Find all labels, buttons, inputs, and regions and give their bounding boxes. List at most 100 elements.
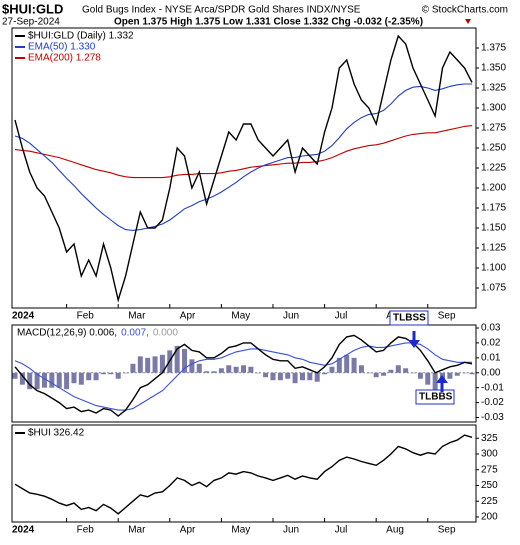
y-tick-label: 225 — [481, 496, 498, 507]
histogram-bar — [34, 372, 40, 390]
histogram-bar — [432, 372, 438, 391]
histogram-bar — [115, 372, 121, 379]
y-tick-label: 0.02 — [481, 338, 501, 349]
x-tick-label: Feb — [77, 311, 95, 322]
histogram-bar — [285, 372, 291, 379]
legend-entry: MACD(12,26,9) 0.006, — [17, 328, 117, 339]
series-line — [14, 125, 473, 179]
chart-title: $HUI:GLD — [2, 1, 63, 16]
histogram-bar — [49, 372, 55, 388]
histogram-bar — [137, 356, 143, 373]
x-tick-label: Apr — [180, 525, 196, 536]
down-arrow — [465, 19, 471, 24]
histogram-bar — [233, 366, 239, 373]
histogram-bar — [64, 372, 70, 390]
histogram-bar — [174, 345, 180, 373]
histogram-bar — [462, 372, 468, 374]
y-tick-label: 200 — [481, 512, 498, 523]
histogram-bar — [263, 372, 269, 378]
panel-frame — [11, 424, 477, 523]
histogram-bar — [41, 372, 47, 388]
legend-entry: EMA(50) 1.330 — [28, 42, 96, 53]
y-tick-label: 0.01 — [481, 352, 501, 363]
legend-box — [13, 428, 141, 439]
histogram-bar — [204, 371, 210, 373]
histogram-bar — [86, 372, 92, 381]
histogram-bar — [159, 354, 165, 373]
legend-box — [13, 42, 141, 53]
legend-entry: $HUI:GLD (Daily) 1.332 — [28, 31, 134, 42]
histogram-bar — [241, 365, 246, 373]
x-tick-label: Sep — [438, 525, 456, 536]
histogram-bar — [373, 372, 379, 378]
histogram-bar — [211, 371, 217, 373]
histogram-bar — [425, 372, 431, 385]
y-tick-label: 1.175 — [481, 203, 506, 214]
legend-entry: 0.007, — [121, 328, 149, 339]
chart-subtitle: Gold Bugs Index - NYSE Arca/SPDR Gold Sh… — [82, 5, 361, 16]
y-tick-label: 1.300 — [481, 103, 506, 114]
series-line — [14, 434, 473, 515]
histogram-bar — [322, 372, 328, 375]
y-tick-label: 0.00 — [481, 367, 501, 378]
histogram-bar — [152, 356, 158, 373]
annotation-box — [415, 389, 455, 405]
source: © StockCharts.com — [422, 5, 508, 16]
histogram-bar — [307, 372, 313, 381]
x-tick-label: Jul — [335, 525, 348, 536]
legend-box — [13, 53, 141, 64]
x-tick-label: Mar — [128, 311, 146, 322]
histogram-bar — [351, 357, 357, 373]
x-tick-label: Jun — [283, 311, 299, 322]
histogram-bar — [123, 372, 129, 374]
histogram-bar — [145, 357, 151, 373]
histogram-bar — [93, 372, 99, 381]
x-tick-label: Sep — [438, 311, 456, 322]
x-tick-label: 2024 — [12, 311, 35, 322]
y-tick-label: 1.375 — [481, 43, 506, 54]
legend-box — [13, 31, 141, 42]
y-tick-label: 1.275 — [481, 123, 506, 134]
histogram-bar — [292, 372, 298, 384]
y-tick-label: 250 — [481, 480, 498, 491]
x-tick-label: Feb — [77, 525, 95, 536]
histogram-bar — [19, 372, 25, 385]
annotation-box — [389, 310, 429, 326]
y-tick-label: 1.225 — [481, 163, 506, 174]
x-tick-label: May — [231, 525, 250, 536]
y-tick-label: 275 — [481, 464, 498, 475]
y-tick-label: 1.125 — [481, 243, 506, 254]
histogram-bar — [78, 372, 84, 385]
x-tick-label: Jul — [335, 311, 348, 322]
annotation-arrowhead — [436, 375, 448, 383]
histogram-bar — [329, 366, 335, 373]
histogram-bar — [410, 372, 416, 374]
x-tick-label: May — [231, 311, 250, 322]
y-tick-label: 1.325 — [481, 83, 506, 94]
histogram-bar — [12, 372, 18, 379]
series-line — [14, 83, 472, 231]
histogram-bar — [71, 372, 77, 384]
histogram-bar — [447, 372, 453, 379]
histogram-bar — [27, 372, 33, 390]
y-tick-label: 300 — [481, 449, 498, 460]
x-tick-label: 2024 — [12, 525, 35, 536]
series-line — [14, 34, 473, 303]
legend-entry: EMA(200) 1.278 — [28, 53, 101, 64]
y-tick-label: -0.03 — [481, 412, 504, 423]
histogram-bar — [344, 354, 350, 373]
histogram-bar — [108, 372, 114, 375]
annotation: TLBBS — [419, 392, 453, 403]
histogram-bar — [270, 372, 276, 381]
histogram-bar — [358, 365, 364, 373]
histogram-bar — [336, 357, 342, 373]
y-tick-label: 1.200 — [481, 183, 506, 194]
histogram-bar — [314, 372, 320, 382]
histogram-bar — [469, 372, 475, 375]
histogram-bar — [196, 363, 202, 373]
y-tick-label: 1.250 — [481, 143, 506, 154]
histogram-bar — [255, 372, 261, 374]
x-tick-label: Apr — [180, 311, 196, 322]
legend-box — [13, 326, 233, 338]
